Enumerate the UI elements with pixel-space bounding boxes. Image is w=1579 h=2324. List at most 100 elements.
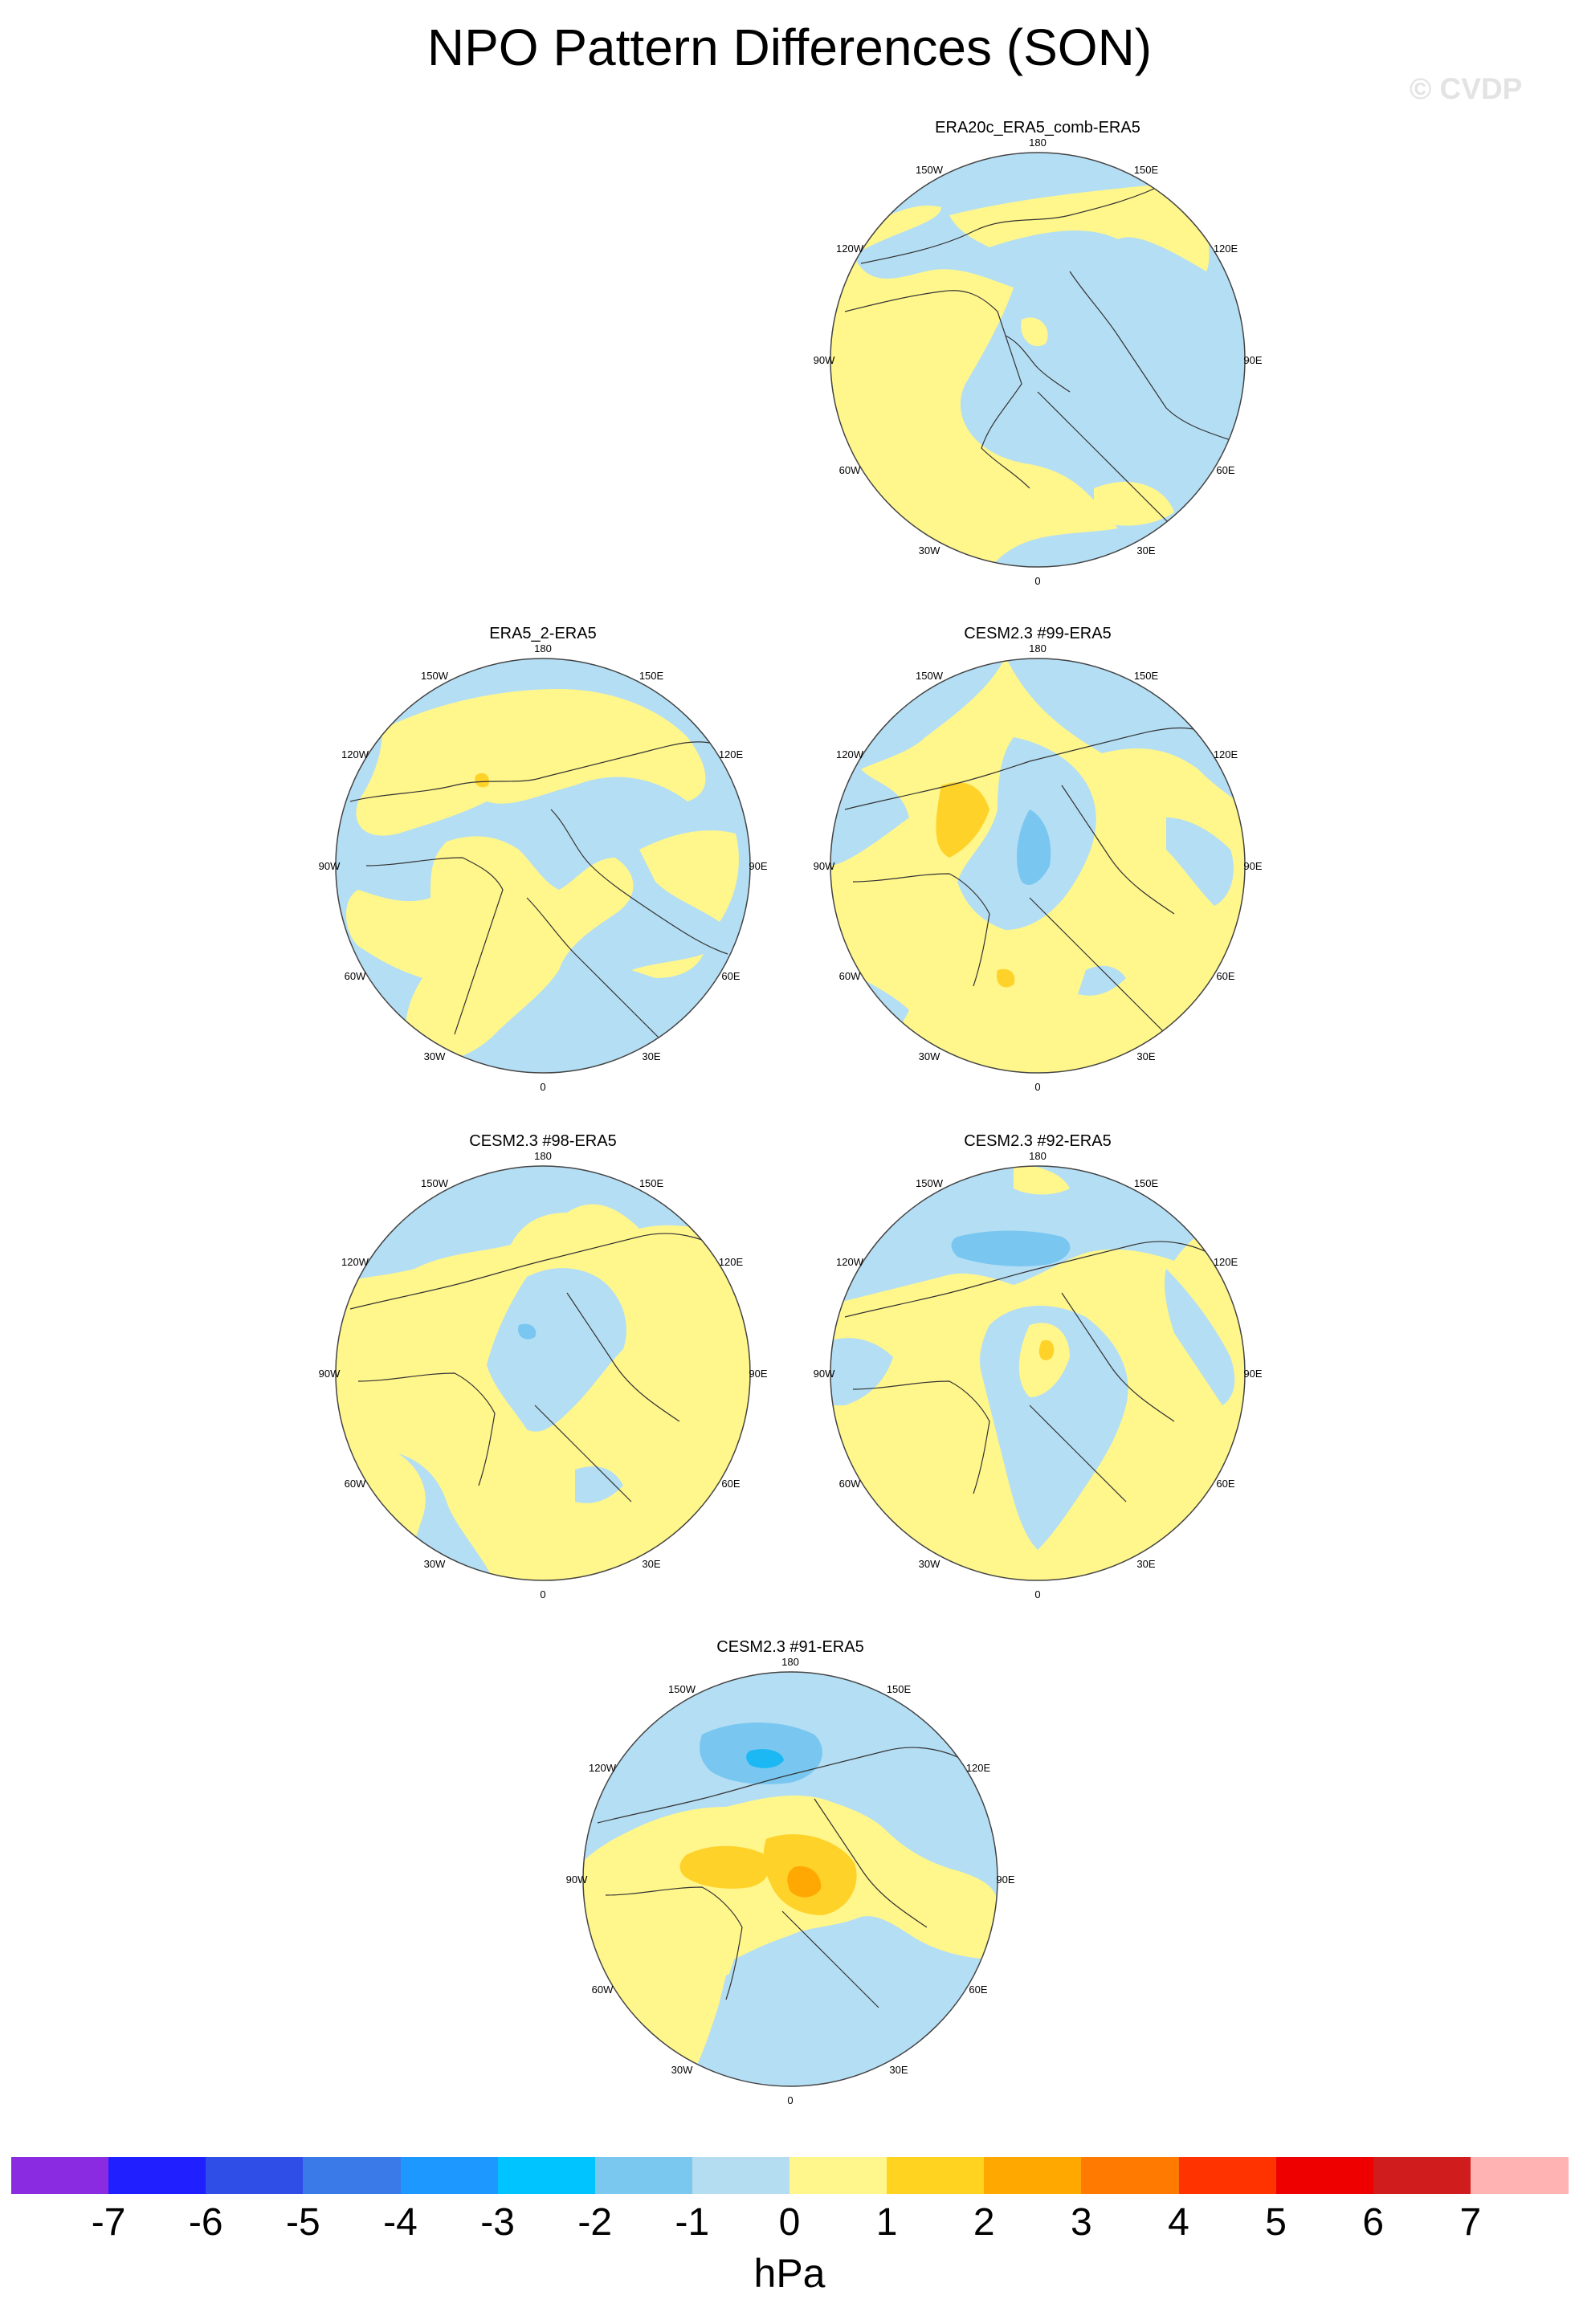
coastlines [597, 1747, 976, 2008]
coastlines [349, 741, 728, 1051]
svg-text:90W: 90W [814, 1368, 835, 1380]
svg-text:90W: 90W [319, 1368, 341, 1380]
longitude-labels: 180 150E 120E 90E 60E 30E 0 30W 60W 90W … [814, 642, 1263, 1093]
svg-text:180: 180 [781, 1656, 799, 1668]
svg-text:30E: 30E [1136, 1050, 1155, 1062]
colorbar-tick-label: -7 [91, 2201, 126, 2244]
panel-title: CESM2.3 #92-ERA5 [964, 1132, 1112, 1150]
svg-text:60W: 60W [839, 1478, 861, 1490]
panel-title: ERA20c_ERA5_comb-ERA5 [935, 119, 1140, 137]
svg-text:90E: 90E [1243, 354, 1262, 366]
svg-text:120W: 120W [836, 748, 864, 760]
svg-text:180: 180 [1029, 1150, 1047, 1162]
svg-text:30E: 30E [1136, 544, 1155, 557]
svg-text:150W: 150W [668, 1683, 696, 1695]
svg-text:90E: 90E [749, 860, 767, 872]
negative-anomaly-region [830, 153, 1245, 567]
svg-text:150E: 150E [1134, 1177, 1159, 1189]
colorbar-box [303, 2157, 401, 2194]
svg-text:30W: 30W [919, 544, 940, 557]
svg-text:30W: 30W [671, 2064, 693, 2076]
colorbar-box [11, 2157, 109, 2194]
colorbar-box [1178, 2157, 1277, 2194]
map-panel-era5-2: ERA5_2-ERA5 180 150E 120E 90E [318, 625, 768, 1123]
svg-text:120E: 120E [719, 1256, 744, 1268]
svg-text:150E: 150E [1134, 164, 1159, 176]
svg-text:90W: 90W [566, 1873, 588, 1886]
colorbar-units: hPa [753, 2251, 826, 2296]
colorbar-box [108, 2157, 206, 2194]
polar-map [335, 658, 751, 1074]
svg-text:60W: 60W [345, 1478, 366, 1490]
svg-text:90E: 90E [1243, 1368, 1262, 1380]
svg-text:30W: 30W [424, 1558, 446, 1570]
longitude-labels: 180 150E 120E 90E 60E 30E 0 30W 60W 90W … [319, 642, 768, 1093]
svg-text:60W: 60W [345, 970, 366, 982]
svg-text:120W: 120W [589, 1762, 617, 1774]
svg-text:0: 0 [1034, 575, 1040, 587]
svg-text:60W: 60W [592, 1984, 614, 1996]
svg-text:0: 0 [540, 1081, 545, 1093]
cvdp-watermark: © CVDP [1410, 72, 1523, 105]
colorbar-box [692, 2157, 790, 2194]
svg-text:0: 0 [787, 2094, 793, 2106]
svg-text:120E: 120E [1214, 748, 1238, 760]
colorbar-tick-label: -2 [577, 2201, 613, 2244]
svg-text:90W: 90W [319, 860, 341, 872]
map-panel-era20c: ERA20c_ERA5_comb-ERA5 180 150E [813, 119, 1263, 617]
colorbar [11, 2157, 1569, 2194]
svg-text:90E: 90E [749, 1368, 767, 1380]
svg-text:60E: 60E [1216, 1478, 1234, 1490]
svg-text:30E: 30E [889, 2064, 908, 2076]
svg-text:90E: 90E [996, 1873, 1014, 1886]
coastlines [844, 727, 1215, 1043]
colorbar-box [1373, 2157, 1471, 2194]
svg-text:180: 180 [534, 642, 552, 654]
svg-text:120E: 120E [1214, 1256, 1238, 1268]
svg-text:180: 180 [1029, 137, 1047, 149]
colorbar-tick-label: 3 [1071, 2201, 1092, 2244]
coastlines [844, 1241, 1223, 1502]
colorbar-box [206, 2157, 304, 2194]
polar-map [830, 152, 1246, 568]
colorbar-box [594, 2157, 693, 2194]
colorbar-tick-label: 2 [973, 2201, 995, 2244]
svg-text:90W: 90W [814, 354, 835, 366]
svg-text:150W: 150W [421, 670, 449, 682]
colorbar-tick-label: -4 [383, 2201, 418, 2244]
longitude-labels: 180 150E 120E 90E 60E 30E 0 30W 60W 90W … [566, 1656, 1015, 2106]
map-panel-cesm-91: CESM2.3 #91-ERA5 180 [565, 1638, 1015, 2136]
colorbar-tick-label: -1 [675, 2201, 710, 2244]
svg-text:60E: 60E [1216, 970, 1234, 982]
panel-title: CESM2.3 #99-ERA5 [964, 625, 1112, 642]
colorbar-box [1081, 2157, 1179, 2194]
svg-text:0: 0 [1034, 1081, 1040, 1093]
colorbar-tick-label: -3 [480, 2201, 515, 2244]
svg-text:30E: 30E [642, 1558, 660, 1570]
svg-text:150E: 150E [887, 1683, 912, 1695]
svg-text:120E: 120E [719, 748, 744, 760]
colorbar-tick-label: -5 [286, 2201, 320, 2244]
colorbar-box [984, 2157, 1082, 2194]
longitude-labels: 180 150E 120E 90E 60E 30E 0 30W 60W 90W … [814, 1150, 1263, 1600]
svg-text:30E: 30E [1136, 1558, 1155, 1570]
svg-text:150E: 150E [1134, 670, 1159, 682]
polar-map [335, 1165, 751, 1581]
panel-title: CESM2.3 #98-ERA5 [469, 1132, 617, 1150]
svg-text:60E: 60E [1216, 464, 1234, 476]
longitude-labels: 180 150E 120E 90E 60E 30E 0 30W 60W 90W … [319, 1150, 768, 1600]
colorbar-box [497, 2157, 596, 2194]
colorbar-box [790, 2157, 887, 2194]
colorbar-box [400, 2157, 499, 2194]
colorbar-tick-label: 1 [875, 2201, 898, 2244]
colorbar-box [1275, 2157, 1374, 2194]
svg-text:60E: 60E [721, 970, 740, 982]
svg-text:120E: 120E [966, 1762, 991, 1774]
polar-map [582, 1671, 998, 2087]
map-panel-cesm-92: CESM2.3 #92-ERA5 180 [813, 1132, 1263, 1630]
longitude-labels: 180 150E 120E 90E 60E 30E 0 30W 60W 90W … [814, 137, 1263, 587]
svg-text:90W: 90W [814, 860, 835, 872]
colorbar-box [887, 2157, 985, 2194]
svg-text:120E: 120E [1214, 243, 1238, 255]
svg-text:60E: 60E [721, 1478, 740, 1490]
